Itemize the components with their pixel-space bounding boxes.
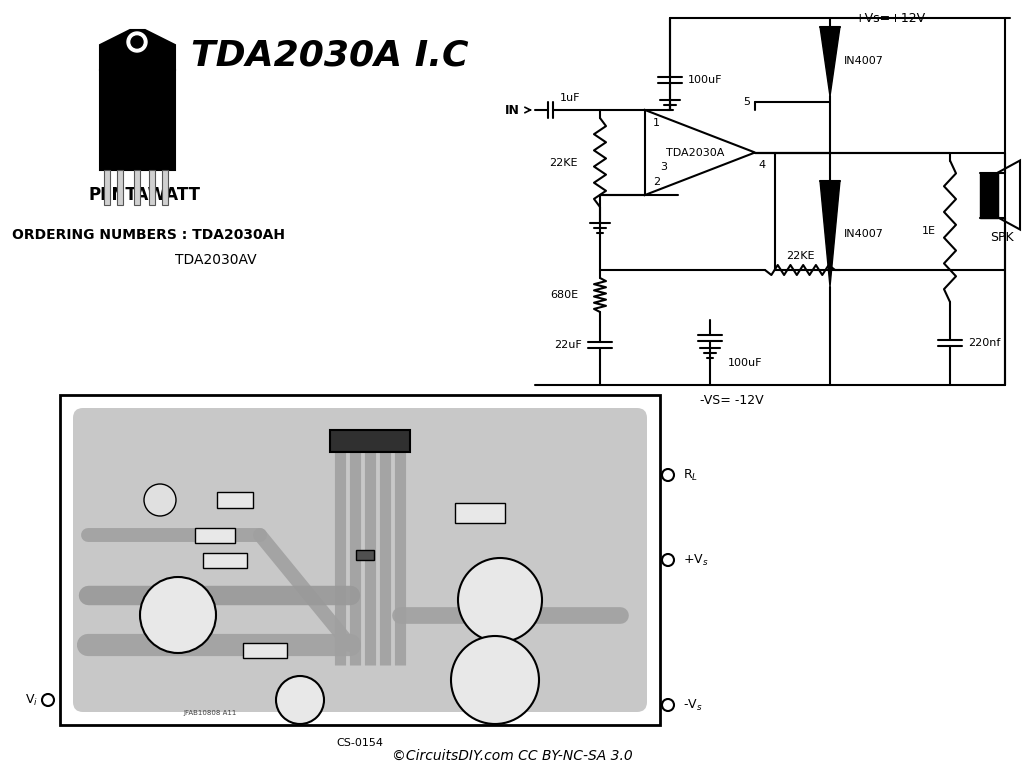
Circle shape xyxy=(662,469,674,481)
Bar xyxy=(117,170,123,205)
Text: TDA2030A: TDA2030A xyxy=(666,147,724,157)
Text: 22KE: 22KE xyxy=(550,157,578,167)
Text: D2: D2 xyxy=(359,551,371,560)
Text: C6: C6 xyxy=(487,675,503,685)
Bar xyxy=(78,413,642,707)
Bar xyxy=(60,395,660,725)
Text: R3: R3 xyxy=(259,645,271,654)
Text: 2: 2 xyxy=(653,177,660,187)
Text: IN: IN xyxy=(505,104,520,117)
Bar xyxy=(217,492,253,508)
Text: JFAB10808 A11: JFAB10808 A11 xyxy=(183,710,237,716)
Polygon shape xyxy=(820,27,840,96)
Text: 680E: 680E xyxy=(550,290,578,300)
Text: R2: R2 xyxy=(219,555,231,564)
Text: -V$_s$: -V$_s$ xyxy=(683,697,702,713)
Bar xyxy=(150,170,155,205)
Text: IN4007: IN4007 xyxy=(844,229,884,239)
Circle shape xyxy=(140,577,216,653)
Circle shape xyxy=(276,676,324,724)
Bar xyxy=(455,503,505,523)
Text: 3: 3 xyxy=(660,163,667,173)
Text: 5: 5 xyxy=(743,97,750,107)
Text: 22uF: 22uF xyxy=(554,340,582,350)
Text: 100uF: 100uF xyxy=(688,75,723,85)
Text: +Vs=+12V: +Vs=+12V xyxy=(855,12,926,25)
Text: TDA2030AV: TDA2030AV xyxy=(175,253,257,267)
Text: TDA2030A: TDA2030A xyxy=(346,436,393,445)
Text: 4: 4 xyxy=(758,161,765,170)
Text: R$_L$: R$_L$ xyxy=(683,468,698,482)
Text: PENTAWATT: PENTAWATT xyxy=(89,186,201,204)
Text: C5: C5 xyxy=(493,595,507,605)
Bar xyxy=(330,430,410,452)
Bar xyxy=(162,170,168,205)
Text: 220nf: 220nf xyxy=(968,337,1000,347)
FancyBboxPatch shape xyxy=(73,408,647,712)
Circle shape xyxy=(144,484,176,516)
Bar xyxy=(134,170,140,205)
Text: C8: C8 xyxy=(155,495,166,505)
Bar xyxy=(203,553,247,568)
Bar xyxy=(980,173,998,217)
Circle shape xyxy=(42,694,54,706)
Text: 100uF: 100uF xyxy=(728,357,763,368)
Bar xyxy=(195,528,234,543)
Text: 1E: 1E xyxy=(922,227,936,237)
Text: TDA2030A I.C: TDA2030A I.C xyxy=(191,38,469,72)
Polygon shape xyxy=(820,180,840,286)
Text: -VS= -12V: -VS= -12V xyxy=(700,393,764,406)
Text: 1: 1 xyxy=(653,118,660,128)
Circle shape xyxy=(458,558,542,642)
Text: 22KE: 22KE xyxy=(785,251,814,261)
Text: 1uF: 1uF xyxy=(560,93,581,103)
Text: R5: R5 xyxy=(229,495,241,505)
Bar xyxy=(243,643,287,658)
Text: C2: C2 xyxy=(171,610,185,620)
Polygon shape xyxy=(100,30,175,70)
Text: SPK: SPK xyxy=(990,231,1014,244)
Text: ORDERING NUMBERS : TDA2030AH: ORDERING NUMBERS : TDA2030AH xyxy=(12,228,285,242)
Text: C1: C1 xyxy=(294,695,306,705)
Text: +V$_s$: +V$_s$ xyxy=(683,552,709,568)
Bar xyxy=(104,170,110,205)
Text: V$_i$: V$_i$ xyxy=(25,693,38,707)
Text: IN4007: IN4007 xyxy=(844,57,884,67)
Polygon shape xyxy=(645,110,755,195)
Text: R4: R4 xyxy=(474,508,486,518)
Text: R1: R1 xyxy=(209,531,221,539)
Circle shape xyxy=(662,554,674,566)
Circle shape xyxy=(451,636,539,724)
Circle shape xyxy=(131,36,143,48)
Circle shape xyxy=(662,699,674,711)
Text: ©CircuitsDIY.com CC BY-NC-SA 3.0: ©CircuitsDIY.com CC BY-NC-SA 3.0 xyxy=(391,749,633,763)
Text: CS-0154: CS-0154 xyxy=(337,738,384,748)
Bar xyxy=(356,550,374,560)
Circle shape xyxy=(127,32,147,52)
Polygon shape xyxy=(100,70,175,170)
